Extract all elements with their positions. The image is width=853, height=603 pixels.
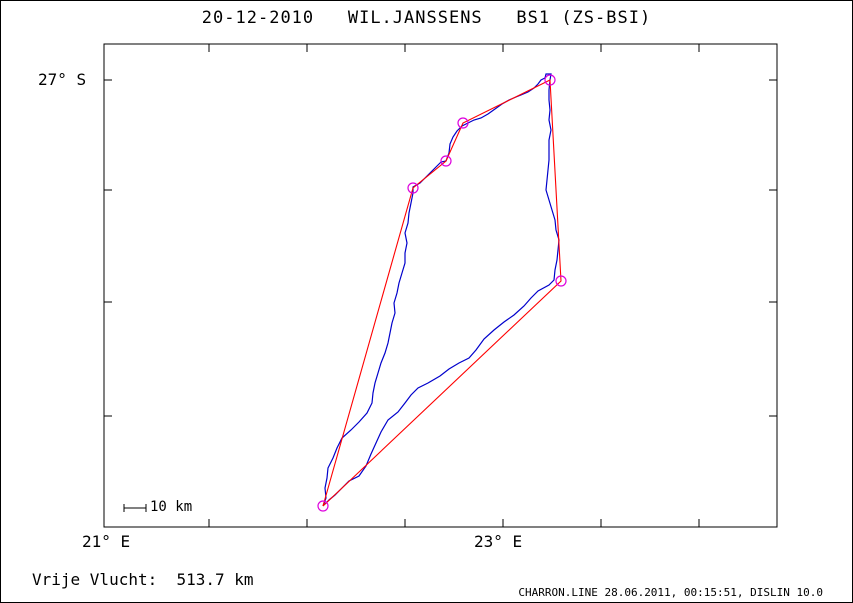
flight-track [322, 73, 560, 507]
turnpoint-marker [407, 182, 419, 194]
turnpoint-marker [544, 74, 556, 86]
map-title: 20-12-2010 WIL.JANSSENS BS1 (ZS-BSI) [201, 8, 652, 28]
turnpoints [317, 74, 567, 512]
free-flight-distance: Vrije Vlucht: 513.7 km [32, 570, 254, 589]
axis-ticks [103, 44, 777, 527]
turnpoint-marker [555, 275, 567, 287]
lat-axis-label: 27° S [38, 70, 87, 89]
turnpoint-marker [317, 500, 329, 512]
lon-axis-label-21: 21° E [82, 532, 131, 551]
task-route [322, 79, 562, 507]
scale-bar [123, 504, 147, 512]
plot-area [103, 43, 778, 528]
footer-credits: CHARRON.LINE 28.06.2011, 00:15:51, DISLI… [518, 586, 823, 599]
turnpoint-marker [440, 155, 452, 167]
scale-bar-label: 10 km [150, 499, 193, 515]
lon-axis-label-23: 23° E [474, 532, 523, 551]
turnpoint-marker [457, 117, 469, 129]
